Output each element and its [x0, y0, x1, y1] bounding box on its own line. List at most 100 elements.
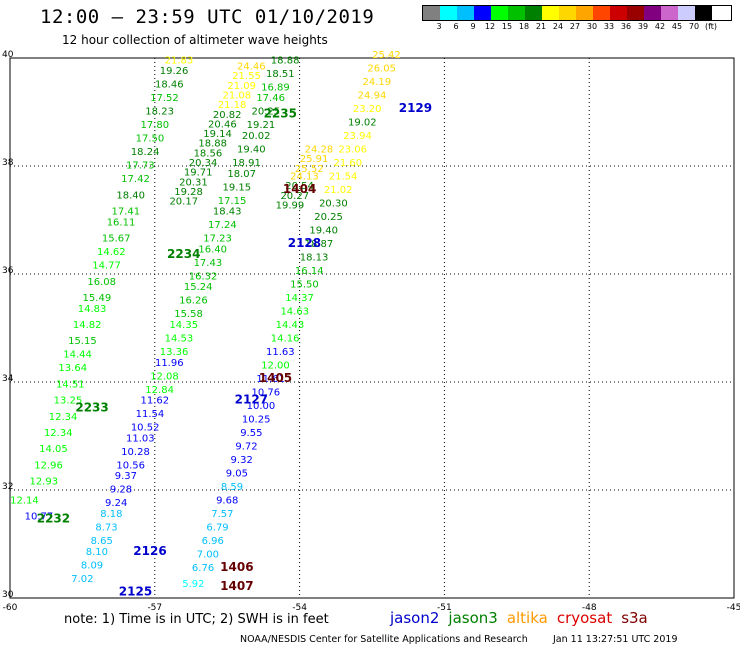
- wave-height-value: 14.37: [285, 293, 314, 304]
- generated-timestamp: Jan 11 13:27:51 UTC 2019: [553, 634, 678, 645]
- wave-height-value: 18.40: [116, 190, 145, 201]
- data-points: 10.77 12.14 12.93 12.96 14.05 12.34 12.34 13.25…: [10, 50, 401, 590]
- wave-height-value: 18.88: [271, 55, 300, 66]
- wave-height-value: 18.43: [213, 207, 242, 218]
- colorbar-swatch: [508, 6, 525, 20]
- colorbar-swatch: [457, 6, 474, 20]
- x-tick-label: -48: [582, 603, 597, 613]
- wave-height-value: 11.03: [126, 433, 155, 444]
- wave-height-value: 20.25: [251, 107, 280, 118]
- colorbar-swatch: [559, 6, 576, 20]
- colorbar-label: 15: [501, 22, 513, 31]
- x-tick-label: -57: [147, 603, 162, 613]
- wave-height-value: 14.63: [280, 307, 309, 318]
- wave-height-value: 12.96: [34, 460, 63, 471]
- axis-ticks: -60 -57 -54 -51 -48 -45 30 32 34 36 38 40: [2, 50, 740, 613]
- wave-height-value: 10.77: [25, 512, 54, 523]
- satellite-legend-item: s3a: [621, 609, 648, 627]
- wave-height-value: 25.42: [372, 50, 401, 61]
- wave-height-value: 16.08: [87, 277, 116, 288]
- wave-height-value: 17.43: [194, 258, 223, 269]
- colorbar-label: 42: [654, 22, 666, 31]
- wave-height-value: 15.24: [184, 282, 213, 293]
- wave-height-value: 20.27: [280, 191, 309, 202]
- wave-height-value: 11.63: [266, 347, 295, 358]
- wave-height-value: 12.14: [10, 496, 39, 507]
- wave-height-value: 24.28: [305, 145, 334, 156]
- wave-height-value: 6.76: [192, 563, 214, 574]
- colorbar-swatch: [440, 6, 457, 20]
- wave-height-value: 19.14: [203, 129, 232, 140]
- colorbar-swatch: [474, 6, 491, 20]
- wave-height-value: 7.02: [71, 574, 93, 585]
- colorbar-swatch: [610, 6, 627, 20]
- colorbar-swatch: [525, 6, 542, 20]
- wave-height-value: 10.76: [251, 388, 280, 399]
- wave-height-value: 21.18: [218, 100, 247, 111]
- wave-height-value: 21.54: [329, 172, 358, 183]
- wave-height-value: 21.83: [165, 55, 194, 66]
- wave-height-value: 23.94: [343, 131, 372, 142]
- wave-height-value: 14.83: [78, 304, 107, 315]
- track-label: 1407: [220, 579, 253, 593]
- wave-height-value: 9.24: [105, 498, 127, 509]
- colorbar-label: 45: [671, 22, 683, 31]
- wave-height-value: 20.82: [213, 110, 242, 121]
- wave-height-value: 14.05: [39, 444, 68, 455]
- wave-height-value: 16.14: [295, 266, 324, 277]
- wave-height-value: 18.51: [266, 69, 295, 80]
- wave-height-value: 8.10: [86, 547, 108, 558]
- colorbar-label: 33: [603, 22, 615, 31]
- satellite-legend-item: altika: [506, 609, 548, 627]
- wave-height-value: 17.50: [136, 134, 165, 145]
- wave-height-value: 8.18: [100, 509, 122, 520]
- wave-height-value: 14.16: [271, 334, 300, 345]
- colorbar-swatch: [627, 6, 644, 20]
- wave-height-value: 16.26: [179, 296, 208, 307]
- track-labels: 2125 2126 2127 2128 2129 2232 2233 2234 2235 1404…: [37, 101, 432, 598]
- colorbar-swatch: [695, 6, 712, 20]
- track-label: 1406: [220, 560, 253, 574]
- wave-height-value: 6.96: [202, 536, 224, 547]
- wave-height-value: 14.43: [276, 320, 305, 331]
- wave-height-value: 24.19: [363, 77, 392, 88]
- wave-height-value: 20.25: [314, 212, 343, 223]
- colorbar-swatch: [491, 6, 508, 20]
- track-label: 2128: [288, 236, 321, 250]
- wave-height-value: 15.67: [102, 234, 131, 245]
- wave-height-value: 21.60: [334, 158, 363, 169]
- track-label: 1404: [283, 182, 316, 196]
- wave-height-value: 8.09: [81, 560, 103, 571]
- satellite-legend: jason2 jason3 altika cryosat s3a: [390, 609, 657, 627]
- wave-height-value: 10.25: [242, 415, 271, 426]
- wave-height-value: 15.58: [174, 309, 203, 320]
- wave-height-value: 16.11: [107, 217, 136, 228]
- colorbar-swatch: [542, 6, 559, 20]
- wave-height-value: 10.52: [131, 423, 160, 434]
- colorbar-label: 39: [637, 22, 649, 31]
- colorbar-label: (ft): [704, 22, 718, 31]
- wave-height-value: 17.23: [203, 234, 232, 245]
- wave-height-value: 20.34: [189, 158, 218, 169]
- wave-height-value: 14.53: [165, 334, 194, 345]
- track-label: 2235: [264, 106, 297, 120]
- wave-height-value: 19.26: [160, 66, 189, 77]
- wave-height-value: 18.91: [232, 158, 261, 169]
- colorbar-label: 18: [518, 22, 530, 31]
- wave-height-value: 20.31: [179, 177, 208, 188]
- wave-height-value: 23.20: [353, 104, 382, 115]
- wave-height-value: 13.25: [54, 396, 83, 407]
- wave-height-value: 14.44: [63, 350, 92, 361]
- wave-height-value: 14.51: [56, 379, 85, 390]
- satellite-legend-item: jason2: [390, 609, 440, 627]
- wave-height-value: 12.93: [29, 477, 58, 488]
- plot-frame: [9, 57, 735, 599]
- wave-height-value: 13.64: [58, 363, 87, 374]
- wave-height-value: 14.62: [97, 247, 126, 258]
- wave-height-value: 24.94: [358, 91, 387, 102]
- wave-height-value: 15.49: [83, 293, 112, 304]
- y-tick-label: 34: [2, 374, 14, 384]
- wave-height-value: 24.46: [237, 62, 266, 73]
- wave-height-value: 17.73: [126, 161, 155, 172]
